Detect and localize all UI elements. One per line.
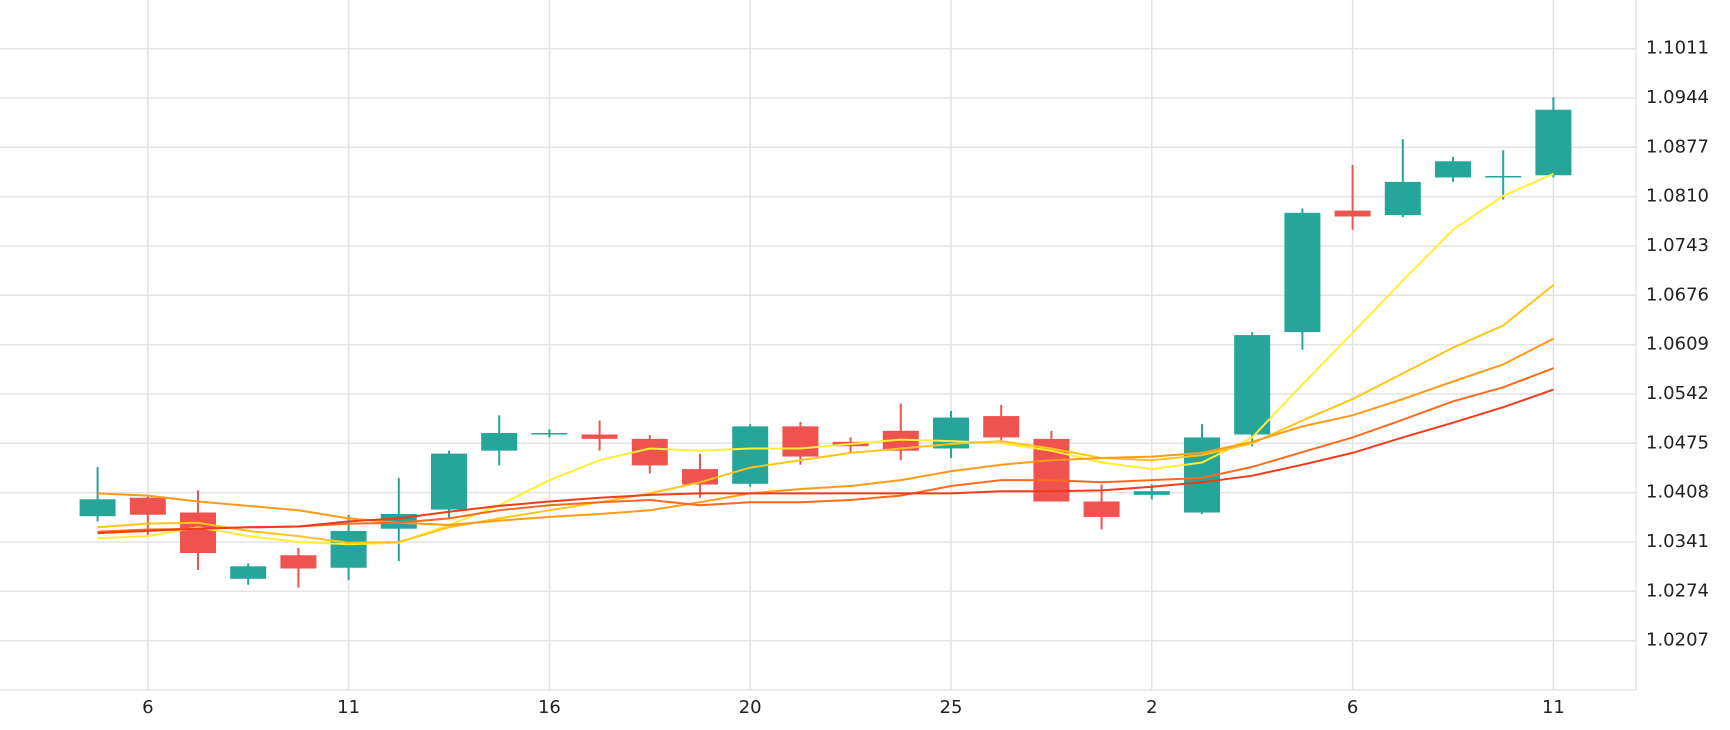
candle-body — [732, 426, 769, 484]
candle-body — [1485, 175, 1522, 178]
y-tick-label: 1.0810 — [1646, 186, 1709, 207]
candle-body — [1435, 161, 1471, 178]
x-tick-label: 25 — [940, 697, 963, 718]
candle-body — [180, 512, 216, 554]
y-tick-label: 1.0542 — [1646, 383, 1709, 404]
y-tick-label: 1.0609 — [1646, 334, 1709, 355]
y-tick-label: 1.0341 — [1646, 531, 1709, 552]
y-tick-label: 1.0877 — [1646, 136, 1709, 157]
candle-body — [1535, 109, 1572, 176]
y-tick-label: 1.0475 — [1646, 432, 1709, 453]
candle-body — [531, 432, 568, 435]
x-tick-label: 6 — [1347, 697, 1358, 718]
candle-body — [782, 426, 819, 457]
candle-body — [1334, 210, 1371, 217]
y-tick-label: 1.0408 — [1646, 482, 1709, 503]
candle-body — [983, 416, 1020, 438]
candle-body — [1284, 212, 1321, 333]
candle-body — [1133, 491, 1170, 495]
y-tick-label: 1.0274 — [1646, 580, 1709, 601]
candle-body — [882, 430, 919, 451]
candle-body — [129, 497, 166, 515]
candle-body — [1384, 181, 1421, 216]
x-tick-label: 6 — [142, 697, 153, 718]
candle-body — [330, 530, 367, 568]
y-tick-label: 1.0676 — [1646, 284, 1709, 305]
candle-body — [581, 434, 618, 439]
candle-body — [79, 499, 116, 517]
moving-average-line — [97, 337, 1554, 527]
candle-body — [481, 432, 518, 451]
x-tick-label: 20 — [739, 697, 762, 718]
x-tick-label: 11 — [337, 697, 360, 718]
y-tick-label: 1.0207 — [1646, 630, 1709, 651]
candle-body — [1234, 335, 1271, 435]
y-tick-label: 1.1011 — [1646, 38, 1709, 59]
x-tick-label: 2 — [1146, 697, 1157, 718]
candle-body — [230, 566, 267, 579]
moving-average-line — [97, 388, 1554, 535]
candle-body — [280, 555, 317, 569]
y-tick-label: 1.0944 — [1646, 87, 1709, 108]
x-tick-label: 16 — [538, 697, 561, 718]
moving-average-line — [97, 172, 1554, 546]
candle-body — [431, 453, 467, 510]
moving-average-line — [97, 367, 1554, 533]
candle-body — [1083, 501, 1120, 517]
x-tick-label: 11 — [1542, 697, 1565, 718]
y-tick-label: 1.0743 — [1646, 235, 1709, 256]
moving-average-line — [97, 284, 1555, 544]
